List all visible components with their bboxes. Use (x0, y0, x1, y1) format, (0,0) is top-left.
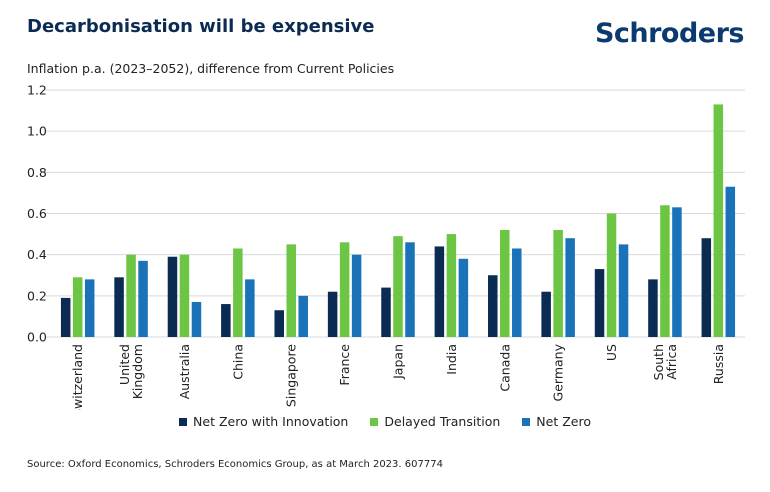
bar-net-zero-with-innovation (327, 291, 338, 337)
bar-net-zero (458, 258, 469, 337)
x-tick-label-line: Canada (497, 344, 512, 392)
x-tick-label: Singapore (284, 344, 299, 407)
x-tick-label: France (337, 344, 352, 386)
bar-net-zero-with-innovation (381, 287, 391, 337)
x-tick-label-line: India (444, 344, 459, 375)
x-tick-label: Russia (711, 344, 726, 384)
x-tick-label-line: United (117, 344, 132, 385)
bar-net-zero-with-innovation (274, 310, 284, 337)
x-tick-label: Australia (177, 344, 192, 399)
legend-swatch-delayed-transition (370, 417, 379, 426)
x-tick-label: Switzerland (70, 344, 85, 410)
bar-net-zero (191, 302, 202, 337)
brand-logo: Schroders (594, 18, 745, 49)
bar-net-zero (351, 254, 362, 337)
x-tick-label-line: France (337, 344, 352, 386)
y-axis-ticks: 0.0 0.2 0.4 0.6 0.8 1.0 1.2 (27, 83, 47, 345)
legend-label: Net Zero with Innovation (193, 414, 349, 429)
bar-net-zero-with-innovation (167, 256, 178, 337)
bar-delayed-transition (286, 244, 296, 337)
legend-item-net-zero-innovation: Net Zero with Innovation (179, 414, 348, 429)
x-tick-label-line: Germany (551, 343, 566, 401)
bar-net-zero (245, 279, 255, 337)
bar-net-zero (405, 242, 415, 337)
y-tick-label: 1.2 (27, 83, 47, 98)
x-tick-label-line: Singapore (284, 344, 299, 407)
bar-net-zero (565, 238, 575, 337)
x-tick-label-line: Japan (391, 344, 406, 380)
bars-layer (60, 104, 736, 338)
x-tick-label: India (444, 344, 459, 375)
x-tick-label: Japan (391, 344, 406, 380)
legend-label: Delayed Transition (384, 414, 501, 429)
x-tick-label: US (604, 344, 619, 361)
bar-net-zero-with-innovation (701, 238, 712, 337)
x-tick-label: Canada (497, 344, 512, 392)
bar-delayed-transition (339, 242, 350, 337)
x-tick-label-line: Switzerland (70, 344, 85, 410)
x-tick-label-line: South (651, 344, 666, 380)
x-tick-label-line: China (230, 344, 245, 380)
bar-net-zero (298, 295, 308, 337)
x-tick-label-line: US (604, 344, 619, 361)
bar-net-zero (672, 207, 682, 337)
bar-delayed-transition (393, 236, 403, 337)
bar-net-zero-with-innovation (221, 304, 231, 337)
y-tick-label: 0.6 (27, 206, 47, 221)
bar-net-zero (512, 248, 522, 337)
x-tick-label: China (230, 344, 245, 380)
bar-delayed-transition (446, 234, 457, 337)
legend-swatch-net-zero (522, 417, 531, 426)
x-tick-label-line: Africa (664, 344, 679, 380)
bar-net-zero-with-innovation (434, 246, 445, 337)
bar-net-zero (618, 244, 629, 337)
legend-label: Net Zero (536, 414, 591, 429)
y-tick-label: 0.8 (27, 165, 47, 180)
y-tick-label: 0.0 (27, 330, 47, 345)
bar-chart: 0.0 0.2 0.4 0.6 0.8 1.0 1.2 Switzerland UnitedK… (27, 83, 745, 410)
bar-delayed-transition (553, 229, 563, 337)
bar-net-zero (84, 279, 95, 337)
y-tick-label: 0.2 (27, 288, 47, 303)
legend-item-net-zero: Net Zero (522, 414, 591, 429)
bar-delayed-transition (233, 248, 243, 337)
bar-net-zero-with-innovation (114, 277, 124, 337)
chart-title: Decarbonisation will be expensive (27, 16, 375, 37)
x-tick-label-line: Kingdom (130, 344, 145, 399)
y-tick-label: 0.4 (27, 247, 47, 262)
bar-net-zero-with-innovation (594, 269, 605, 337)
bar-net-zero-with-innovation (648, 279, 658, 337)
bar-net-zero (725, 186, 736, 337)
bar-delayed-transition (660, 205, 670, 337)
legend-item-delayed-transition: Delayed Transition (370, 414, 500, 429)
bar-net-zero-with-innovation (488, 275, 498, 337)
bar-delayed-transition (606, 213, 617, 337)
bar-delayed-transition (72, 277, 83, 337)
x-tick-label-line: Australia (177, 344, 192, 399)
x-tick-label: Germany (551, 343, 566, 401)
bar-net-zero-with-innovation (60, 297, 71, 337)
bar-net-zero-with-innovation (541, 291, 551, 337)
source-note: Source: Oxford Economics, Schroders Econ… (27, 459, 443, 470)
bar-delayed-transition (500, 229, 510, 337)
bar-net-zero (138, 260, 148, 337)
bar-delayed-transition (126, 254, 136, 337)
y-tick-label: 1.0 (27, 124, 47, 139)
legend-swatch-net-zero-innovation (179, 417, 188, 426)
bar-delayed-transition (713, 104, 724, 338)
chart-subtitle: Inflation p.a. (2023–2052), difference f… (27, 61, 395, 76)
legend: Net Zero with Innovation Delayed Transit… (0, 414, 770, 429)
x-tick-label-line: Russia (711, 344, 726, 384)
bar-delayed-transition (179, 254, 190, 337)
